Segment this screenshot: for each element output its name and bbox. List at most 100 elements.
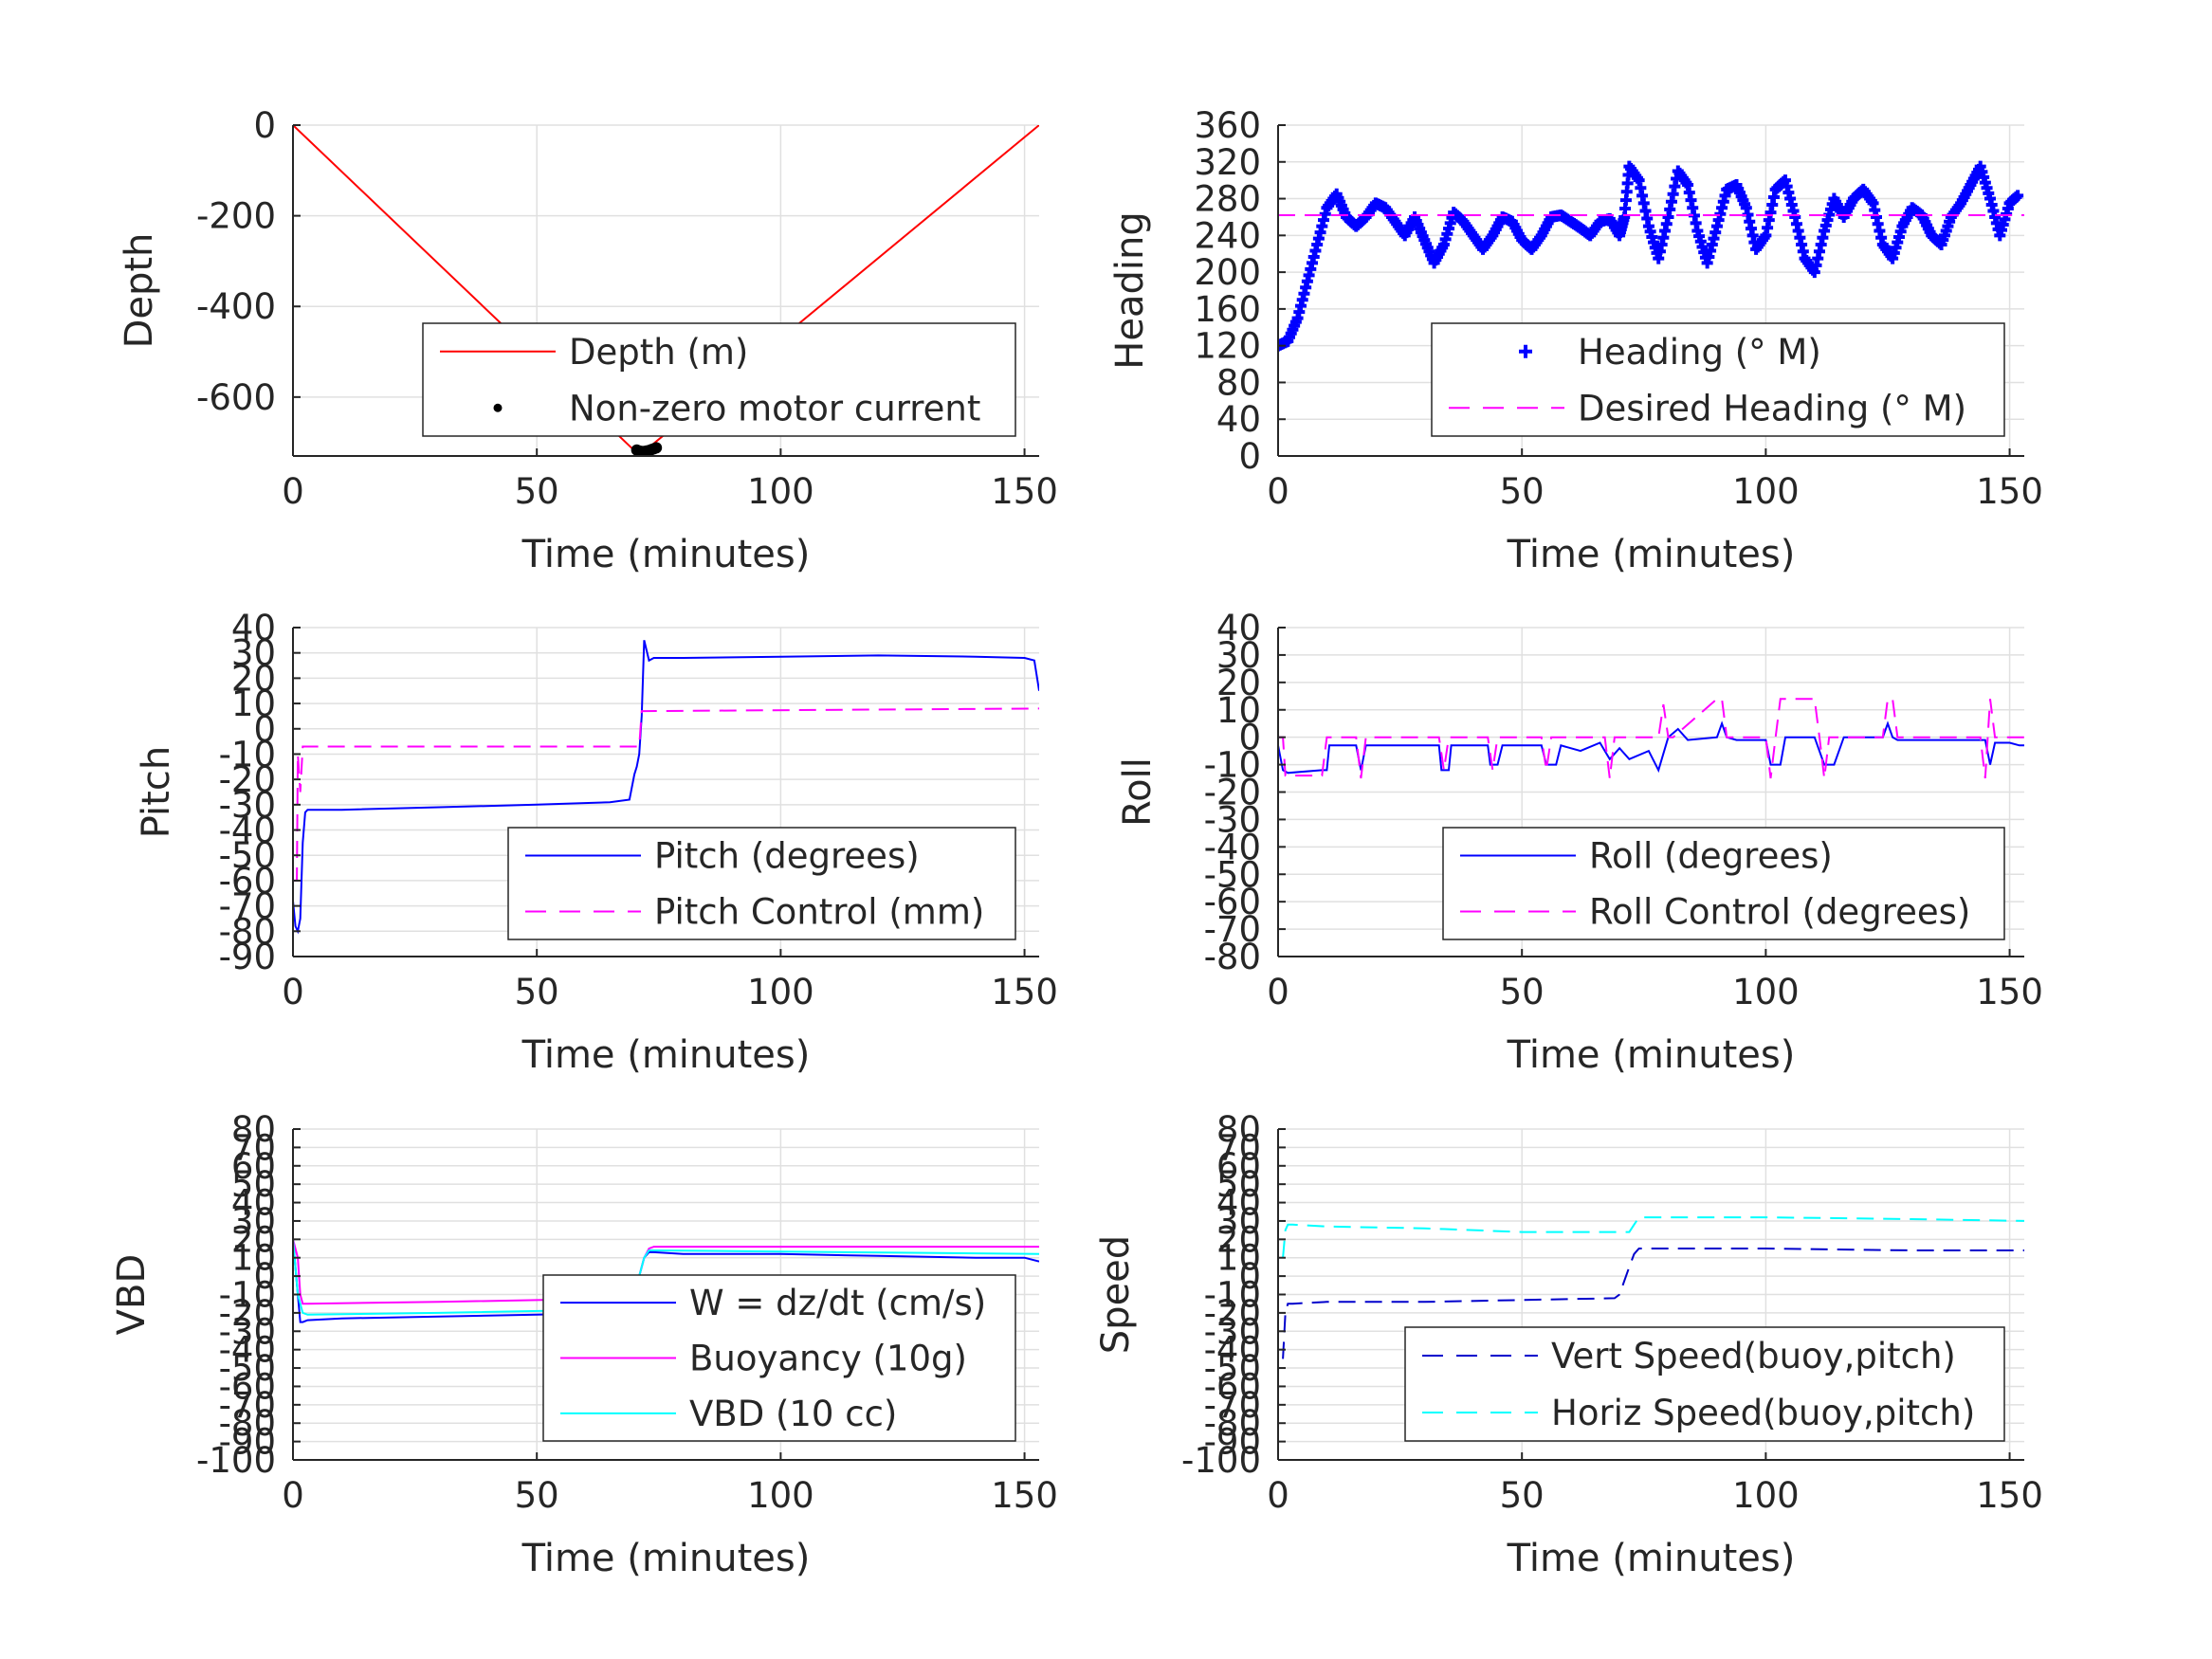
x-tick-label: 150 (1976, 1475, 2043, 1516)
legend-box (1404, 1326, 2005, 1442)
y-tick-label: -10 (1204, 745, 1261, 786)
y-tick-label: 0 (253, 105, 276, 146)
y-tick-label: -70 (219, 886, 276, 927)
y-tick-label: -50 (1204, 854, 1261, 895)
series-group (1278, 160, 2024, 352)
y-tick-label: -10 (1204, 1275, 1261, 1316)
legend-entry-label: Depth (m) (569, 332, 748, 373)
chart-panel-1: 0 50 100 150 0 -200 -400 -600 Time (minutes) Dept… (118, 105, 1058, 576)
y-tick-label: -30 (1204, 1311, 1261, 1352)
y-tick-label: 40 (231, 608, 276, 648)
x-tick-label: 100 (747, 471, 814, 512)
y-tick-label: 70 (231, 1127, 276, 1168)
series-pitch-degrees-line (293, 640, 1039, 935)
chart-panel-5: 0 50 100 150-100-90-80-70-60-50-40-30-20-10… (110, 1109, 1058, 1580)
y-tick-label: 120 (1194, 326, 1261, 367)
legend-box (1431, 322, 2005, 437)
y-tick-label: 200 (1194, 252, 1261, 293)
y-tick-label: -60 (219, 861, 276, 902)
legend: Roll (degrees) Roll Control (degrees) (1442, 827, 2005, 940)
legend-entry-label: Pitch (degrees) (654, 836, 920, 877)
y-tick-label: -40 (1204, 827, 1261, 867)
y-tick-label: 20 (231, 1219, 276, 1260)
y-tick-label: 80 (231, 1109, 276, 1150)
x-tick-label: 0 (1267, 1475, 1289, 1516)
legend-entry-label: Roll (degrees) (1589, 836, 1833, 877)
legend: Depth (m) Non-zero motor current (422, 322, 1016, 437)
x-tick-label: 50 (515, 1475, 559, 1516)
x-axis-label: Time (minutes) (1507, 1537, 1796, 1580)
y-tick-label: -90 (219, 1422, 276, 1463)
x-tick-label: 50 (1500, 972, 1545, 1012)
y-tick-label: -200 (196, 196, 276, 237)
y-axis-label: VBD (110, 1254, 154, 1336)
series-group (293, 640, 1039, 935)
y-tick-label: -30 (1204, 799, 1261, 840)
x-tick-label: 150 (1976, 972, 2043, 1012)
y-tick-label: 360 (1194, 105, 1261, 146)
x-tick-label: 0 (1267, 471, 1289, 512)
y-tick-label: 80 (1216, 362, 1261, 403)
y-tick-label: 40 (1216, 608, 1261, 648)
legend-entry-label: Horiz Speed(buoy,pitch) (1551, 1393, 1975, 1433)
y-tick-label: 30 (231, 1201, 276, 1242)
y-tick-label: -50 (219, 1348, 276, 1389)
y-tick-label: -80 (1204, 937, 1261, 977)
x-tick-label: 100 (1732, 972, 1800, 1012)
x-tick-label: 0 (282, 972, 304, 1012)
y-tick-label: 70 (1216, 1127, 1261, 1168)
legend-box (507, 827, 1016, 940)
x-tick-label: 0 (282, 471, 304, 512)
series-group (293, 125, 1039, 456)
chart-panel-4: 0 50 100 150-80-70-60-50-40-30-20-100102030… (1116, 608, 2043, 1077)
y-tick-label: -40 (219, 811, 276, 851)
x-axis-label: Time (minutes) (521, 1033, 811, 1077)
legend-box (422, 322, 1016, 437)
y-tick-label: -20 (219, 759, 276, 800)
x-tick-label: 100 (747, 1475, 814, 1516)
y-axis-label: Speed (1094, 1235, 1138, 1354)
y-tick-label: -20 (1204, 1293, 1261, 1334)
legend-entry-label: VBD (10 cc) (689, 1394, 897, 1434)
y-tick-label: -80 (219, 911, 276, 952)
y-tick-label: -10 (219, 1275, 276, 1316)
y-tick-label: -50 (1204, 1348, 1261, 1389)
series-group (1278, 698, 2024, 779)
y-tick-label: 30 (231, 633, 276, 674)
series-roll-degrees-line (1278, 720, 2024, 775)
legend-entry-label: Roll Control (degrees) (1589, 892, 1970, 933)
motor-current-point (650, 442, 663, 454)
y-tick-label: 20 (231, 658, 276, 699)
y-tick-label: 320 (1194, 142, 1261, 183)
y-axis-label: Pitch (135, 746, 178, 838)
y-tick-label: -20 (1204, 773, 1261, 813)
y-tick-label: -100 (1181, 1440, 1261, 1481)
x-tick-label: 50 (515, 972, 559, 1012)
x-tick-label: 50 (1500, 471, 1545, 512)
legend: Vert Speed(buoy,pitch) Horiz Speed(buoy,p… (1404, 1326, 2005, 1442)
y-tick-label: -60 (1204, 882, 1261, 922)
x-axis-label: Time (minutes) (521, 1537, 811, 1580)
y-axis-label: Heading (1108, 211, 1152, 369)
y-tick-label: -100 (196, 1440, 276, 1481)
y-tick-label: -70 (1204, 909, 1261, 950)
series-roll-control-degrees-line (1278, 698, 2024, 779)
legend-swatch (1519, 344, 1532, 358)
x-axis-label: Time (minutes) (1507, 533, 1796, 576)
y-tick-label: 10 (1216, 1238, 1261, 1279)
x-tick-label: 0 (282, 1475, 304, 1516)
y-tick-label: 280 (1194, 179, 1261, 220)
y-tick-label: -40 (219, 1330, 276, 1371)
y-tick-label: 40 (231, 1183, 276, 1224)
y-tick-label: 50 (231, 1164, 276, 1205)
legend-entry-label: Non-zero motor current (569, 388, 980, 428)
y-tick-label: 0 (253, 709, 276, 750)
y-tick-label: -70 (219, 1385, 276, 1426)
y-tick-label: -20 (219, 1293, 276, 1334)
chart-panel-3: 0 50 100 150-90-80-70-60-50-40-30-20-100102… (135, 608, 1058, 1077)
y-tick-label: -600 (196, 377, 276, 418)
y-tick-label: 10 (1216, 690, 1261, 731)
y-tick-label: -90 (219, 937, 276, 977)
x-tick-label: 150 (991, 1475, 1058, 1516)
